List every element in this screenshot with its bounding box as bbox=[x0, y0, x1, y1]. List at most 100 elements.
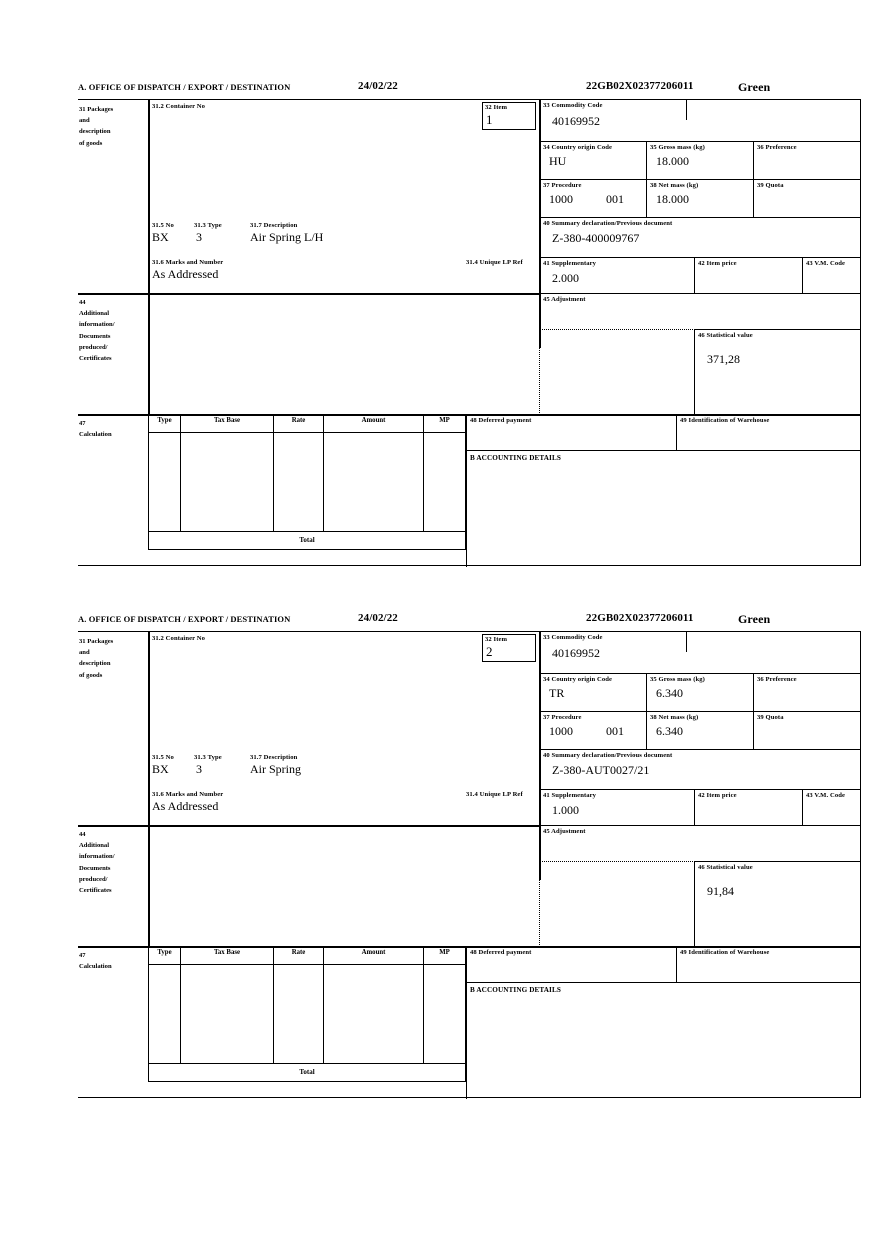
box-47-label-line1: 47 bbox=[79, 952, 86, 959]
left-column-divider bbox=[148, 632, 150, 948]
box-38-net-mass: 38 Net mass (kg) 18.000 bbox=[646, 179, 753, 217]
net-mass-label: 38 Net mass (kg) bbox=[650, 714, 699, 721]
package-type-label: 31.3 Type bbox=[194, 754, 222, 761]
box-44-top-rule bbox=[78, 825, 539, 827]
box-35-gross-mass: 35 Gross mass (kg) 6.340 bbox=[646, 673, 753, 711]
summary-declaration-label: 40 Summary declaration/Previous document bbox=[543, 220, 673, 227]
supplementary-value: 2.000 bbox=[552, 271, 579, 285]
box-47-label: 47 Calculation bbox=[78, 418, 149, 440]
unique-lp-ref-label: 31.4 Unique LP Ref bbox=[466, 791, 523, 798]
marks-value: As Addressed bbox=[152, 799, 219, 813]
customs-declaration-form-2: A. OFFICE OF DISPATCH / EXPORT / DESTINA… bbox=[78, 612, 861, 1099]
box-34-country-origin: 34 Country origin Code HU bbox=[539, 141, 646, 179]
column-header-rule bbox=[149, 432, 180, 434]
summary-declaration-label: 40 Summary declaration/Previous document bbox=[543, 752, 673, 759]
calculation-column-rate: Rate bbox=[274, 947, 324, 1063]
statistical-value-value: 371,28 bbox=[707, 352, 740, 366]
box-37-procedure: 37 Procedure 1000 001 bbox=[539, 711, 646, 749]
net-mass-label: 38 Net mass (kg) bbox=[650, 182, 699, 189]
package-description-value: Air Spring bbox=[250, 762, 301, 776]
preference-label: 36 Preference bbox=[757, 676, 797, 683]
calculation-grid: Type Tax Base Rate Amount MP bbox=[148, 946, 466, 1064]
box-46-statistical-value: 46 Statistical value 91,84 bbox=[694, 861, 861, 946]
gross-mass-label: 35 Gross mass (kg) bbox=[650, 676, 705, 683]
country-origin-value: TR bbox=[549, 686, 565, 700]
procedure-label: 37 Procedure bbox=[543, 182, 582, 189]
column-header-type: Type bbox=[157, 417, 172, 424]
box-37-procedure: 37 Procedure 1000 001 bbox=[539, 179, 646, 217]
box-49-warehouse-identification: 49 Identification of Warehouse bbox=[676, 414, 861, 451]
column-header-type: Type bbox=[157, 949, 172, 956]
adjustment-label: 45 Adjustment bbox=[543, 828, 586, 835]
box-40-summary-declaration: 40 Summary declaration/Previous document… bbox=[539, 217, 861, 257]
box-31-label-line1: 31 Packages bbox=[79, 638, 114, 645]
box-46-statistical-value: 46 Statistical value 371,28 bbox=[694, 329, 861, 414]
column-header-rate: Rate bbox=[291, 417, 306, 424]
deferred-payment-label: 48 Deferred payment bbox=[470, 417, 532, 424]
left-column-divider bbox=[148, 100, 150, 416]
item-label: 32 Item bbox=[485, 636, 508, 643]
office-of-dispatch-label: A. OFFICE OF DISPATCH / EXPORT / DESTINA… bbox=[78, 614, 291, 624]
box-45-adjustment: 45 Adjustment bbox=[539, 293, 861, 329]
box-44-label-line2: Additional bbox=[79, 842, 110, 850]
box-31-label-line3: description bbox=[79, 660, 111, 668]
box-47-calculation-table: Type Tax Base Rate Amount MP bbox=[148, 414, 466, 550]
procedure-value-b: 001 bbox=[606, 192, 624, 206]
box-b-accounting-details: B ACCOUNTING DETAILS bbox=[466, 451, 861, 567]
box-44-top-rule bbox=[78, 293, 539, 295]
box-45-adjustment: 45 Adjustment bbox=[539, 825, 861, 861]
package-no-value: BX bbox=[152, 230, 169, 244]
column-header-mp: MP bbox=[439, 949, 450, 956]
marks-value: As Addressed bbox=[152, 267, 219, 281]
customs-declaration-form-1: A. OFFICE OF DISPATCH / EXPORT / DESTINA… bbox=[78, 80, 861, 567]
total-label: Total bbox=[299, 1068, 315, 1076]
box-46-dotted-left-rule bbox=[539, 329, 540, 415]
commodity-code-value: 40169952 bbox=[552, 646, 600, 660]
country-origin-value: HU bbox=[549, 154, 567, 168]
box-31-label-line2: and bbox=[79, 649, 90, 657]
column-header-rule bbox=[149, 964, 180, 966]
box-31-label-line1: 31 Packages bbox=[79, 106, 114, 113]
box-47-label-line2: Calculation bbox=[79, 431, 112, 439]
container-no-label: 31.2 Container No bbox=[152, 635, 206, 642]
box-44-label-line6: Certificates bbox=[79, 887, 112, 895]
summary-declaration-value: Z-380-400009767 bbox=[552, 231, 640, 245]
box-36-preference: 36 Preference bbox=[753, 673, 861, 711]
box-44-label: 44 Additional information/ Documents pro… bbox=[78, 297, 149, 364]
supplementary-value: 1.000 bbox=[552, 803, 579, 817]
statistical-value-label: 46 Statistical value bbox=[698, 864, 753, 871]
procedure-value-a: 1000 bbox=[549, 724, 573, 738]
box-46-dotted-top-rule bbox=[539, 329, 695, 330]
supplementary-label: 41 Supplementary bbox=[543, 260, 597, 267]
commodity-code-label: 33 Commodity Code bbox=[543, 634, 603, 641]
package-no-value: BX bbox=[152, 762, 169, 776]
accounting-details-label: B ACCOUNTING DETAILS bbox=[470, 454, 561, 462]
calculation-grid: Type Tax Base Rate Amount MP bbox=[148, 414, 466, 532]
box-35-gross-mass: 35 Gross mass (kg) 18.000 bbox=[646, 141, 753, 179]
box-43-vm-code: 43 V.M. Code bbox=[802, 789, 861, 825]
box-44-label-line4: Documents bbox=[79, 332, 111, 340]
box-33-commodity-code: 33 Commodity Code 40169952 bbox=[539, 632, 861, 673]
column-header-rule bbox=[424, 432, 465, 434]
box-32-item: 32 Item 2 bbox=[482, 634, 536, 662]
calculation-column-mp: MP bbox=[424, 415, 465, 531]
route-status: Green bbox=[738, 80, 771, 94]
deferred-payment-label: 48 Deferred payment bbox=[470, 949, 532, 956]
box-48-deferred-payment: 48 Deferred payment bbox=[466, 414, 676, 451]
net-mass-value: 6.340 bbox=[656, 724, 683, 738]
box-46-dotted-left-rule bbox=[539, 861, 540, 947]
box-44-label-line3: information/ bbox=[79, 321, 115, 329]
accounting-details-label: B ACCOUNTING DETAILS bbox=[470, 986, 561, 994]
package-no-label: 31.5 No bbox=[152, 222, 174, 229]
box-47-top-rule bbox=[78, 946, 861, 948]
net-mass-value: 18.000 bbox=[656, 192, 689, 206]
box-47-label: 47 Calculation bbox=[78, 950, 149, 972]
calculation-column-type: Type bbox=[149, 415, 181, 531]
office-of-dispatch-label: A. OFFICE OF DISPATCH / EXPORT / DESTINA… bbox=[78, 82, 291, 92]
box-38-net-mass: 38 Net mass (kg) 6.340 bbox=[646, 711, 753, 749]
box-39-quota: 39 Quota bbox=[753, 179, 861, 217]
column-header-tax-base: Tax Base bbox=[214, 417, 240, 424]
column-header-amount: Amount bbox=[361, 417, 386, 424]
item-price-label: 42 Item price bbox=[698, 260, 737, 267]
procedure-label: 37 Procedure bbox=[543, 714, 582, 721]
